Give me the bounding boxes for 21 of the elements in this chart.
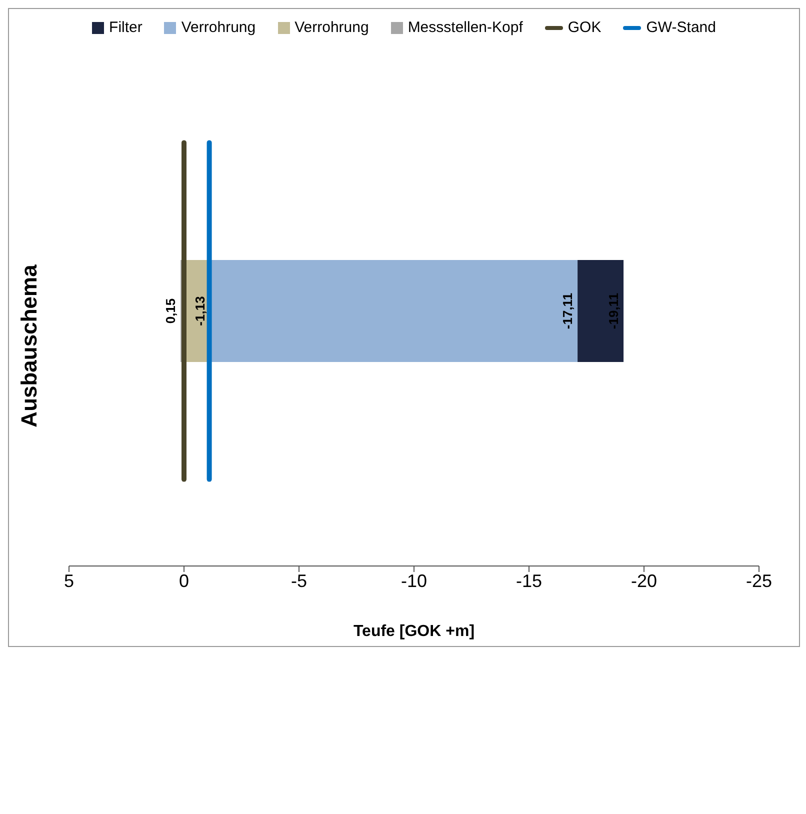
bar [210, 260, 578, 362]
legend-label: GOK [566, 19, 602, 36]
x-tick-label: 5 [64, 570, 74, 591]
x-tick-label: -10 [400, 570, 428, 591]
text: Ausbauschema [16, 264, 42, 428]
bar [578, 260, 624, 362]
legend-label: Filter [108, 19, 142, 36]
x-tick-label: -25 [746, 570, 772, 591]
x-tick-label: 0 [178, 570, 190, 591]
x-axis-title: Teufe [GOK +m] [353, 623, 475, 640]
data-label: -17,11 [560, 292, 576, 330]
legend-label: Verrohrung [180, 19, 256, 36]
x-tick-label: -5 [290, 570, 308, 591]
x-tick-label: -15 [516, 570, 542, 591]
data-label: 0,15 [163, 298, 178, 324]
legend-label: GW-Stand [645, 19, 716, 36]
data-label: -1,13 [192, 296, 208, 326]
legend-label: Verrohrung [294, 19, 369, 36]
data-label: -19,11 [606, 292, 622, 330]
legend-label: Messstellen-Kopf [406, 19, 523, 36]
x-tick-label: -20 [630, 570, 658, 591]
